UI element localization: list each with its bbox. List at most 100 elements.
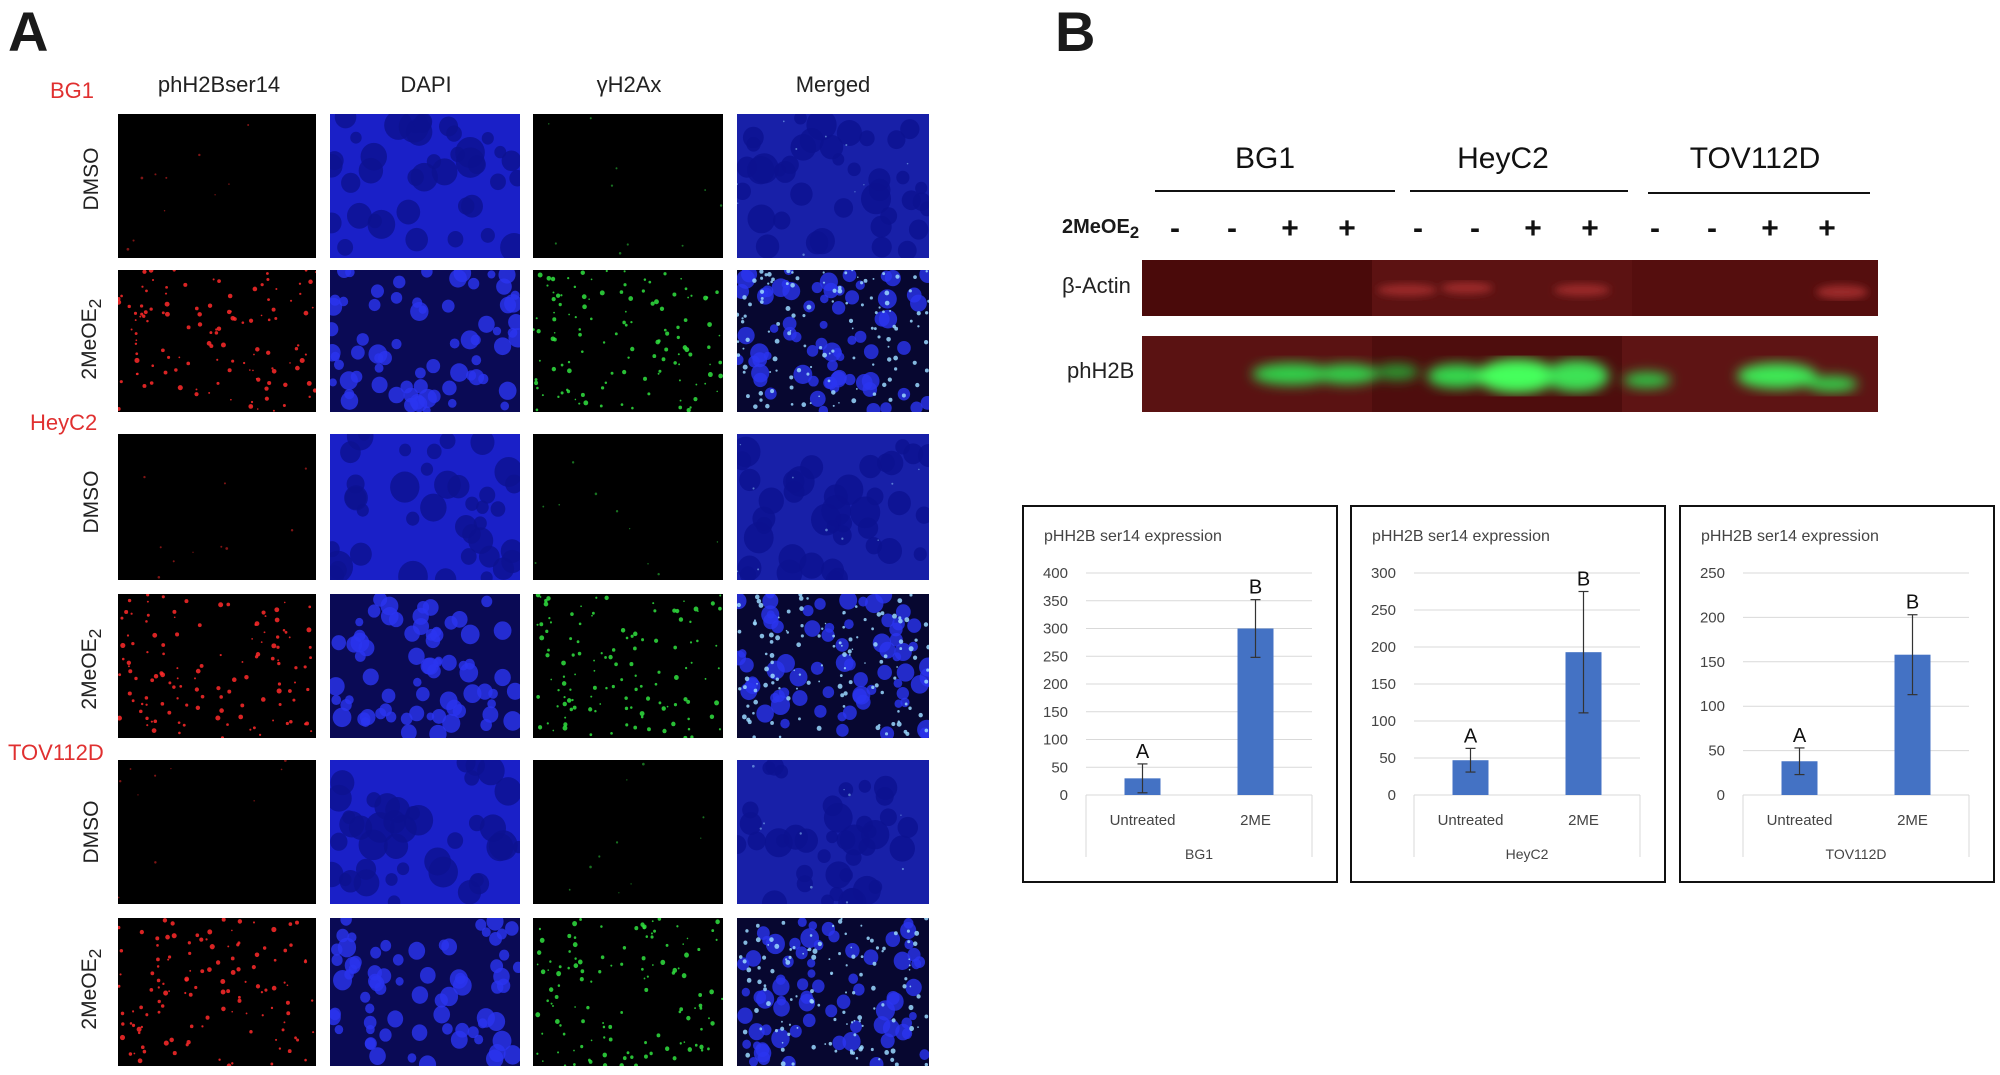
row-label-2meoe2-tov112d: 2MeOE2 [77,948,106,1030]
blot-divider-bg1 [1155,190,1395,192]
x-axis-label: BG1 [1185,846,1213,862]
micrograph-merged-row-2 [737,270,929,412]
y-tick-label: 150 [1043,704,1068,721]
x-axis-label: TOV112D [1826,846,1887,862]
y-tick-label: 300 [1371,565,1396,582]
micrograph-phh2b-row-1 [118,114,316,258]
y-tick-label: 50 [1708,743,1725,760]
column-header-phh2b: phH2Bser14 [157,72,281,97]
micrograph-gh2ax-row-6 [533,918,723,1066]
micrograph-merged-row-1 [737,114,929,258]
blot-divider-heyc2 [1410,190,1628,192]
micrograph-phh2b-row-2 [118,270,316,412]
micrograph-gh2ax-row-1 [533,114,723,258]
y-tick-label: 200 [1043,676,1068,693]
micrograph-phh2b-row-4 [118,594,316,738]
cell-line-label-bg1: BG1 [50,78,95,103]
blot-header-heyc2: HeyC2 [1457,142,1549,175]
column-header-merged: Merged [795,72,871,97]
x-axis-label: HeyC2 [1506,846,1549,862]
y-tick-label: 250 [1371,602,1396,619]
y-tick-label: 250 [1700,565,1725,582]
lane-sign-7: + [1524,212,1542,245]
micrograph-dapi-row-3 [330,434,520,580]
cell-line-label-tov112d: TOV112D [8,740,104,765]
category-label: 2ME [1897,812,1928,829]
cell-line-label-heyc2: HeyC2 [30,410,98,435]
chart-title: pHH2B ser14 expression [1044,528,1222,545]
y-tick-label: 200 [1371,639,1396,656]
blot-header-tov112d: TOV112D [1689,142,1821,175]
significance-letter: A [1136,741,1150,763]
y-tick-label: 350 [1043,593,1068,610]
y-tick-label: 400 [1043,565,1068,582]
lane-sign-3: + [1281,212,1299,245]
row-label-dmso-bg1: DMSO [80,147,103,211]
treatment-row-label: 2MeOE2 [1062,216,1140,242]
bar-chart-heyc2: pHH2B ser14 expression 0 50 100 150 200 250 300… [1350,505,1666,883]
y-tick-label: 150 [1700,654,1725,671]
category-label: Untreated [1438,812,1504,829]
chart-title: pHH2B ser14 expression [1701,528,1879,545]
column-header-dapi: DAPI [400,72,452,97]
y-tick-label: 100 [1371,713,1396,730]
significance-letter: B [1577,569,1590,591]
micrograph-gh2ax-row-3 [533,434,723,580]
micrograph-merged-row-3 [737,434,929,580]
y-tick-label: 200 [1700,609,1725,626]
y-tick-label: 0 [1717,787,1725,804]
significance-letter: B [1906,592,1919,614]
y-tick-label: 50 [1379,750,1396,767]
y-tick-label: 250 [1043,648,1068,665]
bar-chart-tov112d-svg: pHH2B ser14 expression 0 50 100 150 200 250 A Un… [1700,528,1970,862]
y-tick-label: 150 [1371,676,1396,693]
lane-sign-2: - [1227,212,1237,245]
bar-chart-bg1-svg: pHH2B ser14 expression 0 50 100 150 200 250 300… [1043,528,1313,862]
category-label: 2ME [1240,812,1271,829]
micrograph-dapi-row-6 [330,918,520,1066]
micrograph-merged-row-4 [737,594,929,738]
micrograph-gh2ax-row-4 [533,594,723,738]
panel-a-letter: A [8,0,49,63]
micrograph-merged-row-5 [737,760,929,904]
row-label-2meoe2-heyc2: 2MeOE2 [77,628,106,710]
lane-sign-8: + [1581,212,1599,245]
micrograph-dapi-row-2 [330,270,520,412]
bar-chart-tov112d: pHH2B ser14 expression 0 50 100 150 200 250 A Un… [1679,505,1995,883]
micrograph-gh2ax-row-5 [533,760,723,904]
phh2b-blot-image [1142,336,1878,412]
actin-blot-image [1142,260,1878,316]
significance-letter: A [1464,725,1478,747]
lane-sign-6: - [1470,212,1480,245]
blot-row-label-phh2b: phH2B [1067,358,1135,383]
y-tick-label: 100 [1700,698,1725,715]
lane-sign-5: - [1413,212,1423,245]
bar-chart-heyc2-svg: pHH2B ser14 expression 0 50 100 150 200 250 300… [1371,528,1641,862]
blot-header-bg1: BG1 [1234,142,1296,175]
y-tick-label: 0 [1388,787,1396,804]
category-label: Untreated [1110,812,1176,829]
lane-sign-11: + [1761,212,1779,245]
category-label: 2ME [1568,812,1599,829]
y-tick-label: 50 [1051,759,1068,776]
chart-title: pHH2B ser14 expression [1372,528,1550,545]
micrograph-dapi-row-5 [330,760,520,904]
micrograph-merged-row-6 [737,918,929,1066]
y-tick-label: 0 [1060,787,1068,804]
y-tick-label: 100 [1043,732,1068,749]
micrograph-gh2ax-row-2 [533,270,723,412]
micrograph-phh2b-row-5 [118,760,316,904]
row-label-dmso-heyc2: DMSO [80,470,103,534]
lane-sign-10: - [1707,212,1717,245]
micrograph-dapi-row-1 [330,114,520,258]
panel-b-letter: B [1055,0,1096,63]
micrograph-phh2b-row-3 [118,434,316,580]
blot-divider-tov112d [1648,192,1870,194]
bar-chart-bg1: pHH2B ser14 expression 0 50 100 150 200 250 300… [1022,505,1338,883]
category-label: Untreated [1767,812,1833,829]
lane-sign-4: + [1338,212,1356,245]
lane-sign-12: + [1818,212,1836,245]
lane-sign-1: - [1170,212,1180,245]
y-tick-label: 300 [1043,621,1068,638]
micrograph-phh2b-row-6 [118,918,316,1066]
